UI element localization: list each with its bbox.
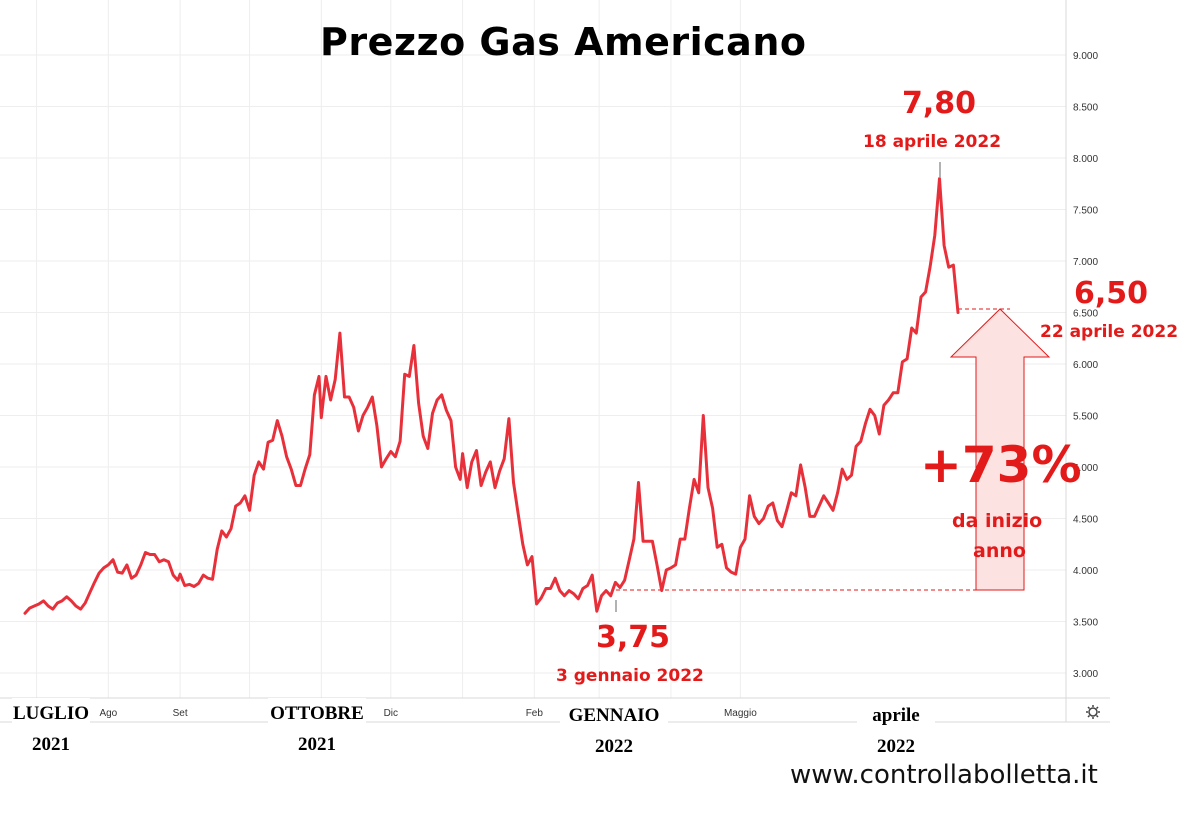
chart-title: Prezzo Gas Americano	[320, 20, 807, 64]
chart-grid	[0, 0, 1066, 698]
change-caption-1: da inizio	[952, 510, 1043, 532]
month-label-aprile: aprile 2022	[857, 700, 935, 762]
price-series	[23, 177, 960, 615]
x-tick-label: Maggio	[724, 708, 757, 719]
last-date: 22 aprile 2022	[1040, 322, 1179, 342]
x-tick-label: Set	[173, 708, 188, 719]
y-tick-label: 6.000	[1073, 360, 1098, 371]
change-percent: +73%	[920, 436, 1082, 494]
peak-date: 18 aprile 2022	[863, 132, 1002, 152]
y-tick-label: 3.500	[1073, 618, 1098, 629]
month-label-luglio: LUGLIO 2021	[12, 698, 90, 760]
y-tick-label: 7.500	[1073, 206, 1098, 217]
gear-icon[interactable]	[1086, 705, 1100, 719]
website-url: www.controllabolletta.it	[790, 760, 1098, 790]
low-date: 3 gennaio 2022	[556, 666, 704, 686]
x-tick-label: Feb	[526, 708, 544, 719]
month-label-ottobre: OTTOBRE 2021	[268, 698, 366, 760]
y-tick-label: 8.000	[1073, 154, 1098, 165]
y-axis-ticks: 3.000 3.500 4.000 4.500 5.000 5.500 6.000 6.500…	[1073, 51, 1098, 680]
last-value: 6,50	[1074, 276, 1149, 311]
increase-arrow-shape	[949, 308, 1051, 591]
change-caption-2: anno	[973, 540, 1026, 562]
increase-arrow	[616, 308, 1051, 591]
y-tick-label: 3.000	[1073, 669, 1098, 680]
y-tick-label: 5.500	[1073, 412, 1098, 423]
y-tick-label: 7.000	[1073, 257, 1098, 268]
y-tick-label: 9.000	[1073, 51, 1098, 62]
y-tick-label: 4.000	[1073, 566, 1098, 577]
peak-value: 7,80	[902, 86, 977, 121]
y-tick-label: 6.500	[1073, 309, 1098, 320]
x-tick-label: Dic	[384, 708, 398, 719]
y-tick-label: 5.000	[1073, 463, 1098, 474]
x-tick-label: Ago	[99, 708, 117, 719]
y-tick-label: 4.500	[1073, 515, 1098, 526]
y-tick-label: 8.500	[1073, 103, 1098, 114]
price-line	[23, 177, 960, 615]
month-label-gennaio: GENNAIO 2022	[560, 700, 668, 762]
low-value: 3,75	[596, 620, 671, 655]
